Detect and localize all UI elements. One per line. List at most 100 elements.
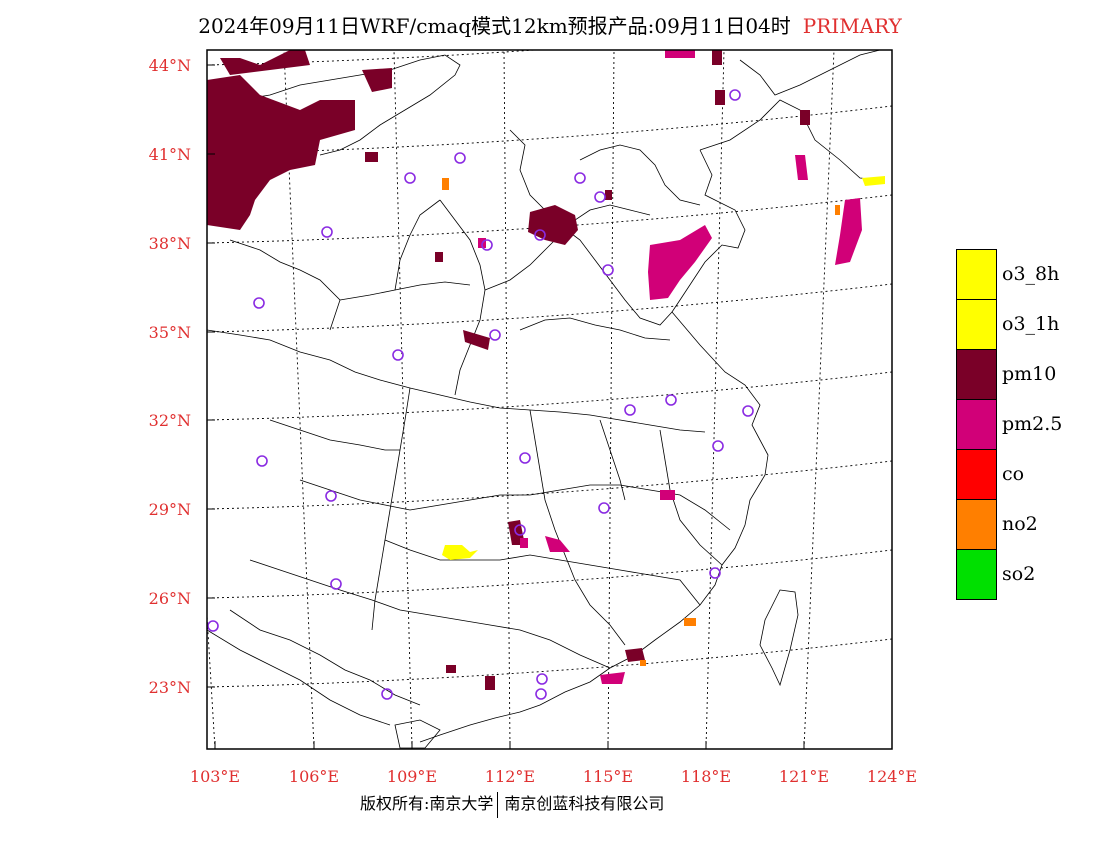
meridian (705, 50, 725, 749)
legend-item-no2: no2 (956, 499, 1096, 550)
legend-label: pm10 (1002, 363, 1057, 385)
north-border (207, 54, 461, 156)
legend-item-o3-8h: o3_8h (956, 249, 1096, 300)
parallel (207, 371, 892, 421)
pollutant-cell (835, 205, 840, 215)
meridian (891, 741, 892, 749)
station-marker (742, 405, 754, 417)
station-marker (536, 673, 548, 685)
pollutant-cell (520, 538, 528, 548)
station-marker (454, 152, 466, 164)
pollutant-cell (640, 660, 646, 666)
pollutant-cell (600, 672, 625, 684)
parallel (207, 549, 892, 599)
station-marker (624, 404, 636, 416)
lat-tick-label: 35°N (149, 323, 191, 342)
lon-tick-label: 112°E (485, 767, 535, 786)
legend-swatch (956, 299, 997, 350)
northeast-border (739, 50, 881, 96)
station-marker (489, 329, 501, 341)
copyright-footer: 版权所有:南京大学 南京创蓝科技有限公司 (360, 790, 664, 818)
legend-swatch (956, 449, 997, 500)
legend-swatch (956, 499, 997, 550)
lon-tick-label: 115°E (583, 767, 633, 786)
legend-swatch (956, 249, 997, 300)
coastline (419, 149, 769, 743)
station-marker (519, 452, 531, 464)
lat-tick-label: 32°N (149, 411, 191, 430)
station-marker (392, 349, 404, 361)
legend-item-co: co (956, 449, 1096, 500)
title-tag: PRIMARY (802, 14, 902, 38)
legend-item-pm25: pm2.5 (956, 399, 1096, 450)
station-marker (729, 89, 741, 101)
station-marker (325, 490, 337, 502)
pollutant-cell (648, 225, 712, 300)
axis-ticks: 103°E 106°E 109°E 112°E 115°E 118°E 121°E 124°E… (149, 56, 917, 786)
legend-label: o3_8h (1002, 263, 1060, 285)
legend: o3_8h o3_1h pm10 pm2.5 co no2 so2 (956, 249, 1096, 600)
pollutant-cell (800, 110, 810, 125)
meridian (503, 50, 511, 749)
lat-tick-label: 41°N (149, 145, 191, 164)
station-markers (207, 89, 754, 700)
pollutant-cell (795, 155, 808, 180)
lat-tick-label: 29°N (149, 500, 191, 519)
station-marker (709, 567, 721, 579)
legend-item-so2: so2 (956, 549, 1096, 600)
pollutant-cell (463, 330, 490, 350)
legend-label: co (1002, 463, 1025, 485)
lon-tick-label: 121°E (779, 767, 829, 786)
pollutant-cell (665, 50, 695, 58)
pollutant-cell (862, 176, 885, 186)
liaodong-coast (699, 99, 881, 181)
station-marker (598, 502, 610, 514)
pollutant-cell (835, 198, 862, 265)
station-marker (594, 191, 606, 203)
taiwan (759, 589, 799, 687)
title-text: 2024年09月11日WRF/cmaq模式12km预报产品:09月11日04时 (198, 14, 791, 38)
legend-swatch (956, 549, 997, 600)
map-frame (206, 49, 893, 750)
station-marker (665, 394, 677, 406)
pollutant-cell (712, 50, 722, 65)
pollutant-cell (365, 152, 378, 162)
station-marker (330, 578, 342, 590)
lat-tick-label: 38°N (149, 234, 191, 253)
station-marker (481, 239, 493, 251)
legend-label: no2 (1002, 513, 1038, 535)
station-marker (381, 688, 393, 700)
pollutant-cell (545, 536, 570, 552)
station-marker (253, 297, 265, 309)
lon-tick-label: 118°E (681, 767, 731, 786)
map-title: 2024年09月11日WRF/cmaq模式12km预报产品:09月11日04时 P… (0, 10, 1100, 39)
pollutant-cells (207, 50, 885, 690)
footer-separator (497, 791, 499, 818)
legend-label: o3_1h (1002, 313, 1060, 335)
hainan (394, 719, 441, 749)
legend-item-pm10: pm10 (956, 349, 1096, 400)
parallel (207, 50, 542, 66)
pollutant-cell (605, 190, 612, 200)
meridian (803, 50, 835, 749)
pollutant-cell (715, 90, 725, 105)
lat-tick-label: 26°N (149, 589, 191, 608)
legend-swatch (956, 349, 997, 400)
station-marker (534, 229, 546, 241)
pollutant-cell (528, 205, 578, 245)
legend-swatch (956, 399, 997, 450)
station-marker (712, 440, 724, 452)
pollutant-cell (625, 648, 645, 662)
lat-tick-label: 23°N (149, 678, 191, 697)
meridian (393, 50, 413, 749)
parallel (207, 283, 892, 333)
station-marker (514, 524, 526, 536)
lon-tick-label: 106°E (289, 767, 339, 786)
parallel (207, 638, 892, 688)
pollutant-cell (220, 50, 310, 75)
pollutant-cell (442, 545, 478, 560)
station-marker (602, 264, 614, 276)
lon-tick-label: 103°E (190, 767, 240, 786)
legend-label: pm2.5 (1002, 413, 1063, 435)
